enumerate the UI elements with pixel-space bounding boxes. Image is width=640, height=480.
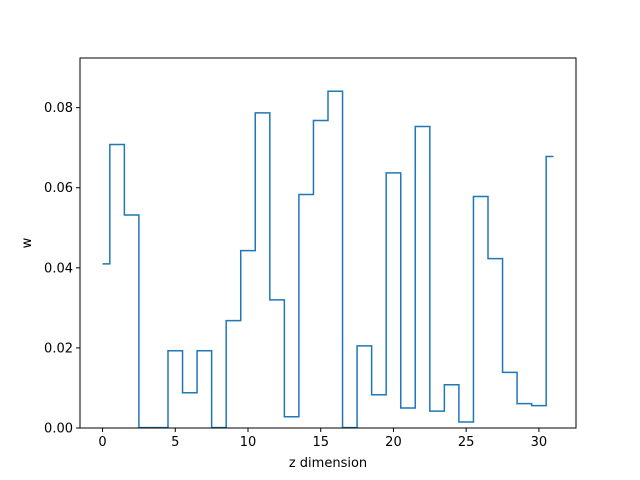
- x-tick-label: 25: [458, 435, 475, 450]
- x-axis-label: z dimension: [289, 456, 367, 471]
- x-ticks: 0 5 10 15 20 25 30: [98, 428, 547, 450]
- x-tick-label: 15: [312, 435, 329, 450]
- y-ticks: 0.00 0.02 0.04 0.06 0.08: [44, 101, 80, 437]
- x-tick-label: 0: [98, 435, 106, 450]
- series-layer: [102, 90, 554, 429]
- x-tick-label: 20: [385, 435, 402, 450]
- x-tick-label: 30: [531, 435, 548, 450]
- y-tick-label: 0.08: [44, 101, 73, 116]
- y-tick-label: 0.04: [44, 261, 73, 276]
- y-tick-label: 0.06: [44, 181, 73, 196]
- x-tick-label: 5: [171, 435, 179, 450]
- series-line-0: [102, 90, 554, 429]
- x-tick-label: 10: [240, 435, 257, 450]
- y-tick-label: 0.00: [44, 422, 73, 437]
- plot-frame: [79, 57, 577, 429]
- y-tick-label: 0.02: [44, 341, 73, 356]
- y-axis-label: w: [20, 237, 35, 248]
